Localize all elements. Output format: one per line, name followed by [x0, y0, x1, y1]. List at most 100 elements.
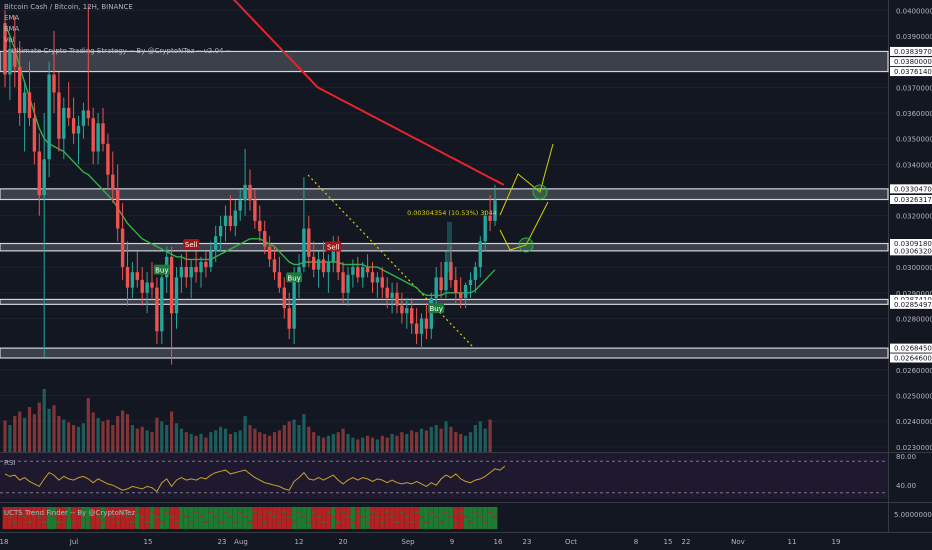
volume-bar — [263, 434, 267, 452]
volume-bar — [272, 432, 277, 452]
volume-bar — [238, 430, 242, 452]
trend-bar — [487, 507, 493, 529]
time-tick-label: 18 — [0, 538, 8, 546]
volume-bar — [434, 425, 438, 452]
trend-bar — [17, 507, 23, 529]
candle — [258, 205, 262, 242]
volume-bar — [419, 428, 424, 452]
trend-bar — [228, 507, 233, 529]
signal-label-box — [325, 241, 342, 252]
time-tick-label: 19 — [832, 538, 841, 546]
candle-body — [405, 308, 409, 314]
trend-bar — [149, 507, 155, 529]
candle-body — [390, 292, 394, 298]
candle-body — [238, 200, 242, 211]
price-zone — [0, 188, 889, 201]
price-level-label: 0.03263178 — [890, 195, 932, 205]
volume-bar — [302, 414, 306, 452]
trend-bar — [130, 507, 135, 529]
volume-bar — [96, 417, 100, 452]
candle — [57, 71, 61, 152]
candle-body — [316, 259, 321, 270]
volume-bar — [336, 432, 340, 452]
candle — [189, 259, 193, 298]
candle — [91, 107, 95, 165]
time-tick-label: 11 — [788, 538, 797, 546]
candle-body — [248, 184, 252, 201]
signal-label-box — [428, 303, 445, 314]
candle — [62, 97, 66, 160]
candle — [140, 267, 144, 306]
volume-bar — [282, 425, 286, 452]
candle-body — [439, 277, 443, 291]
candle — [321, 241, 326, 278]
candle-body — [145, 282, 149, 293]
candle-body — [400, 305, 404, 314]
signal-label-box — [286, 272, 303, 283]
trend-bar — [424, 507, 429, 529]
legend-ema-fast[interactable]: EMA — [4, 14, 20, 22]
volume-bar — [454, 432, 458, 452]
volume-bar — [375, 439, 379, 452]
candle — [27, 61, 32, 126]
legend-volume[interactable]: Vol — [4, 36, 15, 44]
trend-bar — [183, 507, 189, 529]
trend-pane-title[interactable]: UCTS Trend Finder -- By @CryptoNTez — [4, 509, 136, 517]
volume-bar — [165, 425, 169, 452]
signal-label: Buy — [155, 267, 168, 275]
candle-body — [375, 277, 380, 283]
candle-body — [473, 267, 478, 280]
volume-bar — [366, 435, 370, 452]
trend-bar — [345, 507, 351, 529]
candle-body — [96, 123, 100, 152]
candle — [223, 205, 228, 242]
trend-bar — [473, 507, 478, 529]
volume-bar — [268, 435, 272, 452]
volume-bar — [361, 437, 365, 452]
candle — [473, 261, 478, 293]
volume-bar — [37, 402, 41, 452]
volume-bar — [473, 425, 477, 452]
candle — [361, 261, 365, 288]
trend-bar — [316, 507, 321, 529]
candle — [434, 267, 438, 309]
candle-body — [67, 107, 71, 119]
candle — [439, 261, 443, 298]
price-level-text: 0.03263178 — [894, 196, 932, 204]
legend-strategy[interactable]: -- Ultimate Crypto Trading Strategy -- B… — [4, 47, 231, 55]
candle-body — [135, 272, 139, 280]
trend-bar — [154, 507, 160, 529]
candle — [449, 246, 453, 288]
candle — [459, 277, 463, 309]
candle-body — [478, 241, 482, 268]
volume-bar — [277, 430, 281, 452]
signal-label: Sell — [327, 244, 340, 252]
candle-body — [414, 323, 419, 334]
volume-bar — [287, 421, 291, 452]
rsi-pane-background — [0, 453, 888, 499]
legend-symbol-title[interactable]: Bitcoin Cash / Bitcoin, 12H, BINANCE — [4, 3, 133, 11]
legend-ema-slow[interactable]: EMA — [4, 25, 20, 33]
candle-body — [277, 272, 282, 288]
volume-bar — [312, 432, 316, 452]
candle-body — [189, 267, 193, 278]
candle — [160, 267, 164, 345]
price-level-box — [890, 294, 932, 304]
trend-bar — [22, 507, 27, 529]
volume-bar — [145, 430, 149, 452]
candle-body — [86, 110, 90, 119]
candle-body — [365, 267, 370, 273]
volume-bar — [155, 417, 159, 452]
rsi-pane-title[interactable]: RSI — [4, 459, 16, 467]
candle-body — [150, 282, 154, 288]
volume-bar — [179, 428, 183, 452]
candle — [326, 254, 331, 293]
candle — [243, 148, 247, 216]
candle-body — [116, 190, 120, 229]
trend-bar — [394, 507, 400, 529]
volume-bar — [184, 432, 188, 452]
candle-body — [287, 308, 291, 329]
